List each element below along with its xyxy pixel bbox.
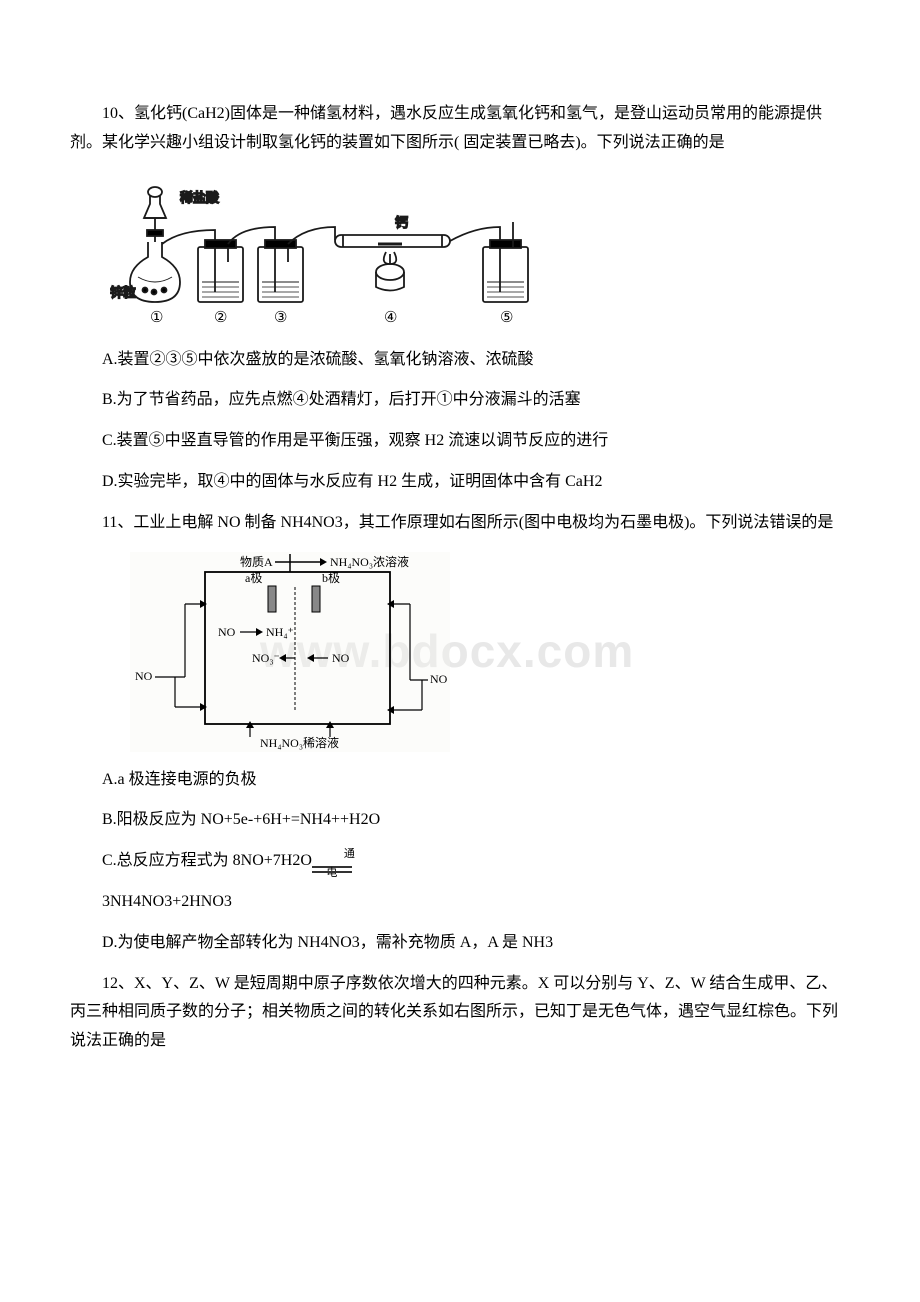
q10-apparatus-diagram: 稀盐酸 锌粒 xyxy=(110,172,850,332)
idx3: ③ xyxy=(274,310,287,326)
a-pole-label: a极 xyxy=(245,571,262,585)
q10-option-b: B.为了节省药品，应先点燃④处酒精灯，后打开①中分液漏斗的活塞 xyxy=(70,386,850,415)
idx5: ⑤ xyxy=(500,310,513,326)
q11-option-c-line1: C.总反应方程式为 8NO+7H2O通电 xyxy=(70,847,850,876)
idx1: ① xyxy=(150,310,163,326)
idx4: ④ xyxy=(384,310,397,326)
b-pole-label: b极 xyxy=(322,571,340,585)
q10-stem: 10、氢化钙(CaH2)固体是一种储氢材料，遇水反应生成氢氧化钙和氢气，是登山运… xyxy=(70,100,850,158)
q11-stem: 11、工业上电解 NO 制备 NH4NO3，其工作原理如右图所示(图中电极均为石… xyxy=(70,509,850,538)
q11-option-c-line2: 3NH4NO3+2HNO3 xyxy=(70,888,850,917)
q10-option-d: D.实验完毕，取④中的固体与水反应有 H2 生成，证明固体中含有 CaH2 xyxy=(70,468,850,497)
dilute-label: NH₄NO₃稀溶液 xyxy=(260,735,339,750)
no3-label: NO₃⁻ xyxy=(252,651,280,665)
substance-a-label: 物质A xyxy=(240,555,273,569)
idx2: ② xyxy=(214,310,227,326)
q10-option-c: C.装置⑤中竖直导管的作用是平衡压强，观察 H2 流速以调节反应的进行 xyxy=(70,427,850,456)
electrolysis-arrow-icon: 通电 xyxy=(312,853,352,871)
q11-option-d: D.为使电解产物全部转化为 NH4NO3，需补充物质 A，A 是 NH3 xyxy=(70,929,850,958)
zinc-label: 锌粒 xyxy=(110,285,136,300)
calcium-label: 钙 xyxy=(395,215,408,230)
q11-option-a: A.a 极连接电源的负极 xyxy=(70,766,850,795)
no-in-left: NO xyxy=(135,669,153,683)
q12-stem: 12、X、Y、Z、W 是短周期中原子序数依次增大的四种元素。X 可以分别与 Y、… xyxy=(70,970,850,1056)
q11-electrolysis-diagram: 物质A NH₄NO₃浓溶液 a极 b极 NO NO xyxy=(110,552,850,752)
arrow-label: 通电 xyxy=(312,845,352,885)
svg-text:NO: NO xyxy=(430,672,448,686)
conc-label: NH₄NO₃浓溶液 xyxy=(330,554,409,569)
svg-text:NO: NO xyxy=(332,651,350,665)
q11-c-prefix: C.总反应方程式为 8NO+7H2O xyxy=(102,852,312,869)
nh4-label: NH₄⁺ xyxy=(266,625,294,639)
svg-text:NO: NO xyxy=(218,625,236,639)
q11-option-b: B.阳极反应为 NO+5e-+6H+=NH4++H2O xyxy=(70,806,850,835)
q10-option-a: A.装置②③⑤中依次盛放的是浓硫酸、氢氧化钠溶液、浓硫酸 xyxy=(70,346,850,375)
hcl-label: 稀盐酸 xyxy=(180,190,219,205)
